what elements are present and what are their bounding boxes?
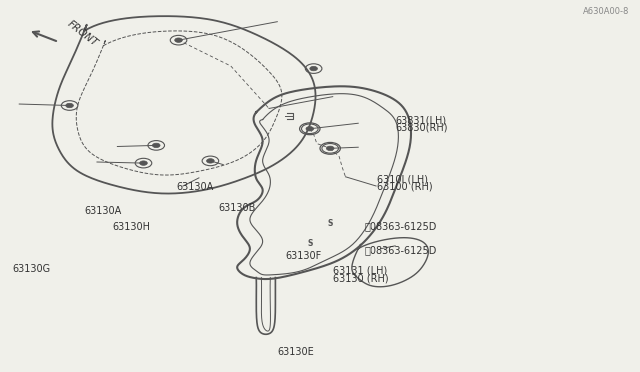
Circle shape xyxy=(66,103,74,108)
Text: Ⓢ08363-6125D: Ⓢ08363-6125D xyxy=(365,221,437,231)
Text: Ⓢ08363-6125D: Ⓢ08363-6125D xyxy=(365,245,437,255)
Text: 63130A: 63130A xyxy=(177,182,214,192)
Text: 6310I (LH): 6310I (LH) xyxy=(378,174,428,185)
Text: 63130F: 63130F xyxy=(285,251,321,261)
Text: FRONT: FRONT xyxy=(65,19,99,49)
Text: S: S xyxy=(328,219,333,228)
Circle shape xyxy=(175,38,182,42)
Circle shape xyxy=(326,146,334,151)
Text: 63130H: 63130H xyxy=(112,222,150,232)
Circle shape xyxy=(140,161,147,165)
Text: 63130E: 63130E xyxy=(277,347,314,357)
Text: 63830(RH): 63830(RH) xyxy=(395,123,448,133)
Text: 63130G: 63130G xyxy=(12,264,51,275)
Circle shape xyxy=(306,126,314,131)
Circle shape xyxy=(152,143,160,148)
Circle shape xyxy=(207,159,214,163)
Circle shape xyxy=(310,66,317,71)
Text: 63100 (RH): 63100 (RH) xyxy=(378,182,433,192)
Text: 63130B: 63130B xyxy=(218,203,255,213)
Text: A630A00-8: A630A00-8 xyxy=(582,7,629,16)
Text: 63831(LH): 63831(LH) xyxy=(395,115,446,125)
Text: 63130A: 63130A xyxy=(84,206,122,216)
Text: S: S xyxy=(307,239,312,248)
Text: 63131 (LH): 63131 (LH) xyxy=(333,266,387,276)
Text: 63130 (RH): 63130 (RH) xyxy=(333,273,388,283)
